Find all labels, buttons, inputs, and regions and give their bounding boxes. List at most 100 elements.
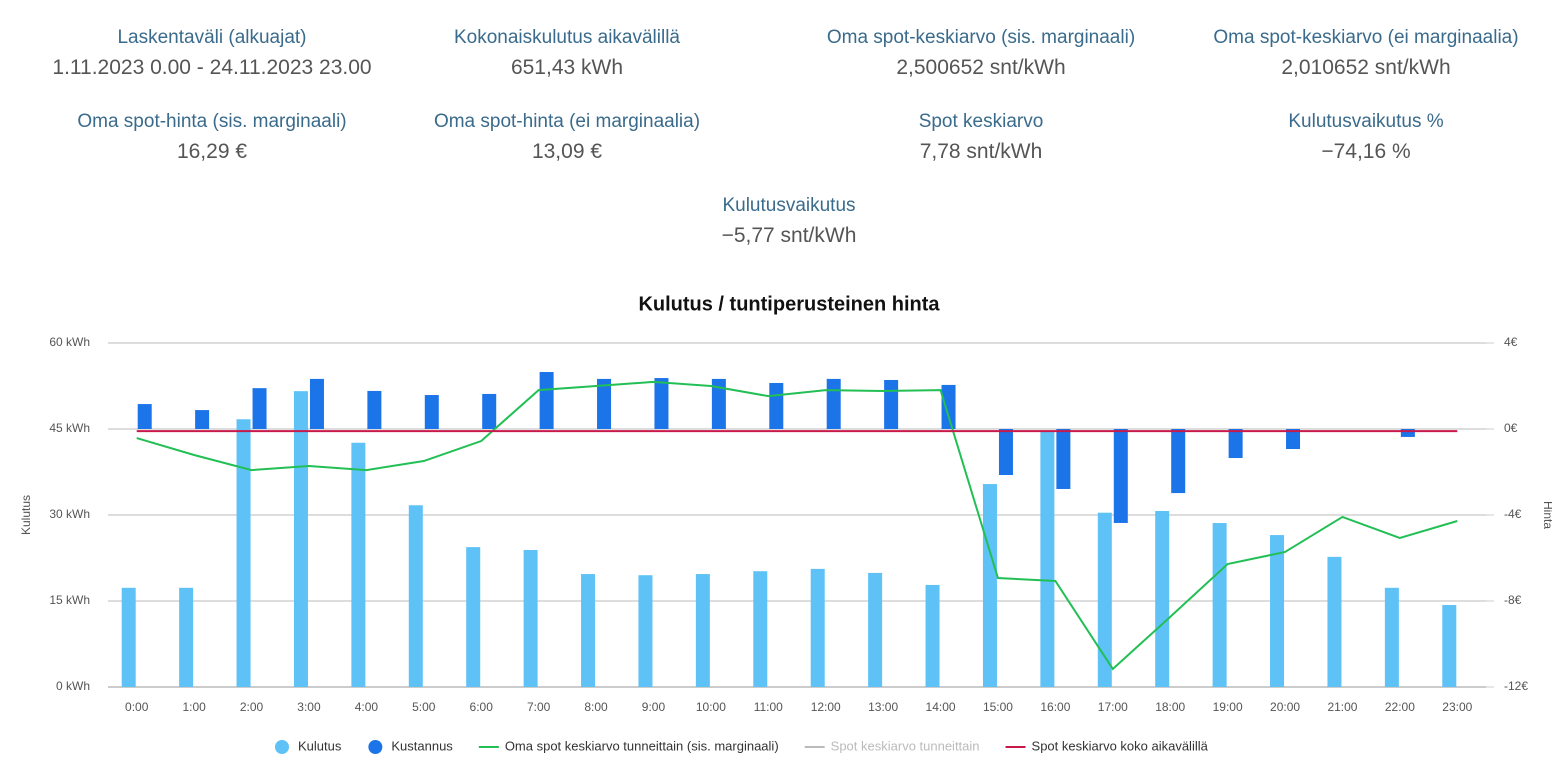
y-tick-label: 0 kWh	[56, 679, 90, 693]
bar	[1040, 431, 1055, 687]
bar	[309, 378, 324, 429]
bar	[1097, 512, 1112, 687]
bar	[252, 388, 267, 429]
chart-title: Kulutus / tuntiperusteinen hinta	[638, 293, 940, 315]
bar	[1212, 523, 1227, 687]
stat: Laskentaväli (alkuajat) 1.11.2023 0.00 - …	[2, 26, 422, 82]
bar	[998, 429, 1013, 476]
legend-label: Oma spot keskiarvo tunneittain (sis. mar…	[505, 738, 779, 753]
x-tick-label: 2:00	[240, 700, 264, 714]
x-tick-label: 14:00	[926, 700, 956, 714]
stat-value: 7,78 snt/kWh	[919, 140, 1043, 163]
stat-label: Oma spot-hinta (ei marginaalia)	[433, 111, 701, 132]
y-axis-title: Kulutus	[19, 495, 33, 535]
x-tick-label: 22:00	[1385, 700, 1415, 714]
bar	[351, 442, 366, 687]
bar	[654, 378, 669, 429]
stat-value: 651,43 kWh	[510, 56, 624, 79]
x-tick-label: 10:00	[696, 700, 726, 714]
y2-tick-label: 0€	[1504, 421, 1518, 435]
x-tick-label: 21:00	[1327, 700, 1357, 714]
bar	[1327, 556, 1342, 687]
bar	[1442, 605, 1457, 687]
legend-label: Spot keskiarvo tunneittain	[831, 738, 980, 753]
stat-label: Oma spot-keskiarvo (ei marginaalia)	[1213, 27, 1519, 48]
bar	[1286, 429, 1301, 449]
bar	[695, 574, 710, 687]
bar	[1171, 429, 1186, 494]
bar	[408, 505, 423, 687]
bar	[769, 382, 784, 429]
bar	[1400, 429, 1415, 437]
bar	[982, 484, 997, 687]
bar	[1270, 535, 1285, 687]
y-tick-label: 30 kWh	[49, 507, 90, 521]
bar	[884, 379, 899, 429]
stat-label: Kokonaiskulutus aikavälillä	[453, 27, 680, 48]
bar	[941, 384, 956, 429]
bar	[1056, 429, 1071, 489]
y2-tick-label: -12€	[1504, 679, 1528, 693]
x-tick-label: 23:00	[1442, 700, 1472, 714]
stat-value: −5,77 snt/kWh	[721, 224, 857, 247]
stat: Spot keskiarvo 7,78 snt/kWh	[771, 110, 1191, 166]
legend-marker	[368, 740, 383, 754]
x-tick-label: 7:00	[527, 700, 551, 714]
bar	[523, 549, 538, 687]
bar	[1228, 429, 1243, 459]
bar	[424, 395, 439, 429]
stat: Kulutusvaikutus −5,77 snt/kWh	[579, 194, 999, 250]
legend-label: Kustannus	[391, 738, 453, 753]
x-tick-label: 11:00	[754, 700, 783, 714]
bar	[868, 572, 883, 687]
stat-label: Oma spot-hinta (sis. marginaali)	[77, 111, 347, 132]
y2-tick-label: -8€	[1504, 593, 1522, 607]
y2-axis-title: Hinta	[1541, 501, 1552, 529]
bar	[482, 393, 497, 429]
y2-tick-label: 4€	[1504, 335, 1518, 349]
x-tick-label: 18:00	[1155, 700, 1185, 714]
bar	[293, 391, 308, 687]
bar	[581, 574, 596, 687]
bar	[810, 568, 825, 687]
bar	[466, 547, 481, 687]
x-tick-label: 13:00	[868, 700, 898, 714]
y2-tick-label: -4€	[1504, 507, 1522, 521]
stat: Kulutusvaikutus % −74,16 %	[1156, 110, 1552, 166]
x-tick-label: 9:00	[642, 700, 666, 714]
stat-label: Oma spot-keskiarvo (sis. marginaali)	[826, 27, 1136, 48]
x-tick-label: 3:00	[297, 700, 321, 714]
stat-value: 13,09 €	[531, 140, 603, 163]
bar	[711, 378, 726, 429]
stat: Oma spot-hinta (ei marginaalia) 13,09 €	[357, 110, 777, 166]
stat-value: 2,010652 snt/kWh	[1281, 56, 1451, 79]
stat-value: 16,29 €	[176, 140, 248, 163]
stat-value: −74,16 %	[1321, 140, 1411, 163]
y-tick-label: 15 kWh	[49, 593, 90, 607]
bar	[638, 575, 653, 687]
stat: Oma spot-hinta (sis. marginaali) 16,29 €	[2, 110, 422, 166]
stat-label: Spot keskiarvo	[918, 111, 1044, 132]
x-tick-label: 19:00	[1213, 700, 1243, 714]
x-tick-label: 6:00	[470, 700, 494, 714]
bar	[753, 571, 768, 687]
x-tick-label: 16:00	[1040, 700, 1070, 714]
y-tick-label: 45 kWh	[49, 421, 90, 435]
line	[136, 380, 1458, 671]
legend: Kulutus Kustannus Oma spot keskiarvo tunne…	[275, 738, 1209, 754]
x-tick-label: 0:00	[125, 700, 149, 714]
bar	[236, 419, 251, 687]
bar	[1155, 510, 1170, 687]
bar	[1384, 587, 1399, 687]
bar	[367, 390, 382, 429]
legend-marker	[275, 740, 289, 754]
stat-label: Kulutusvaikutus	[722, 195, 856, 216]
x-tick-label: 5:00	[412, 700, 436, 714]
stat: Oma spot-keskiarvo (sis. marginaali) 2,50…	[771, 26, 1191, 82]
x-tick-label: 20:00	[1270, 700, 1300, 714]
x-tick-label: 1:00	[182, 700, 206, 714]
bar	[539, 372, 554, 429]
bar	[137, 404, 152, 429]
x-tick-label: 12:00	[811, 700, 841, 714]
